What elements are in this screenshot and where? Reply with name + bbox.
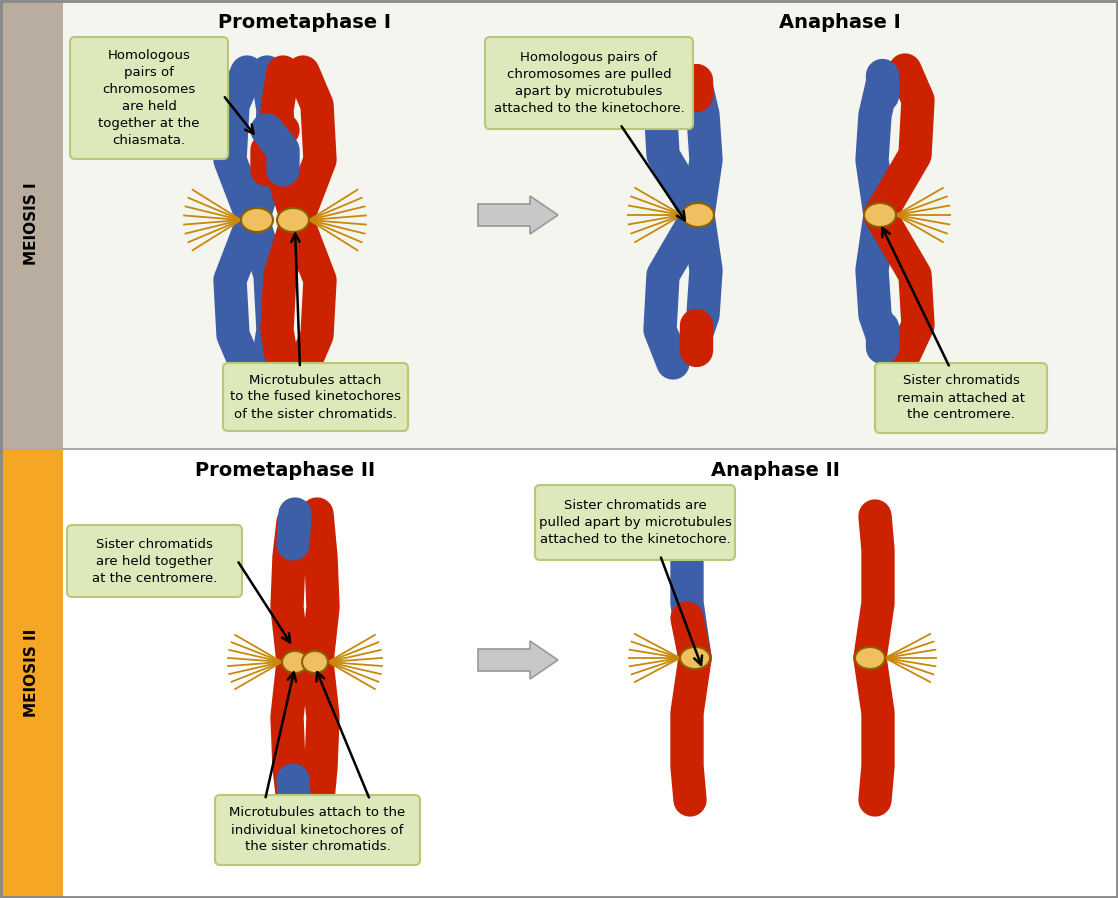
- Text: Anaphase II: Anaphase II: [711, 461, 840, 480]
- Text: MEIOSIS I: MEIOSIS I: [23, 182, 39, 265]
- Ellipse shape: [680, 647, 710, 669]
- Text: Anaphase I: Anaphase I: [779, 13, 901, 31]
- Bar: [0, 0, 63, 449]
- FancyBboxPatch shape: [536, 485, 735, 560]
- Bar: [0, 449, 1118, 898]
- FancyBboxPatch shape: [67, 525, 241, 597]
- Text: Prometaphase II: Prometaphase II: [195, 461, 375, 480]
- FancyBboxPatch shape: [222, 363, 408, 431]
- FancyBboxPatch shape: [215, 795, 420, 865]
- Bar: [0, 449, 63, 898]
- Text: Microtubules attach
to the fused kinetochores
of the sister chromatids.: Microtubules attach to the fused kinetoc…: [230, 374, 401, 420]
- Ellipse shape: [864, 203, 896, 227]
- FancyBboxPatch shape: [70, 37, 228, 159]
- Text: Homologous pairs of
chromosomes are pulled
apart by microtubules
attached to the: Homologous pairs of chromosomes are pull…: [494, 51, 684, 115]
- Ellipse shape: [277, 208, 309, 232]
- Ellipse shape: [682, 203, 714, 227]
- Text: Sister chromatids are
pulled apart by microtubules
attached to the kinetochore.: Sister chromatids are pulled apart by mi…: [539, 499, 731, 546]
- FancyArrow shape: [479, 641, 558, 679]
- Ellipse shape: [241, 208, 273, 232]
- Text: Microtubules attach to the
individual kinetochores of
the sister chromatids.: Microtubules attach to the individual ki…: [229, 806, 406, 853]
- Ellipse shape: [302, 651, 328, 673]
- FancyBboxPatch shape: [875, 363, 1046, 433]
- Text: Sister chromatids
remain attached at
the centromere.: Sister chromatids remain attached at the…: [897, 374, 1025, 421]
- Text: Homologous
pairs of
chromosomes
are held
together at the
chiasmata.: Homologous pairs of chromosomes are held…: [98, 49, 200, 147]
- Text: MEIOSIS II: MEIOSIS II: [23, 629, 39, 718]
- Ellipse shape: [855, 647, 885, 669]
- FancyBboxPatch shape: [485, 37, 693, 129]
- Text: Sister chromatids
are held together
at the centromere.: Sister chromatids are held together at t…: [92, 538, 217, 585]
- Text: Prometaphase I: Prometaphase I: [218, 13, 391, 31]
- FancyArrow shape: [479, 196, 558, 234]
- Bar: [0, 0, 1118, 449]
- Ellipse shape: [282, 651, 307, 673]
